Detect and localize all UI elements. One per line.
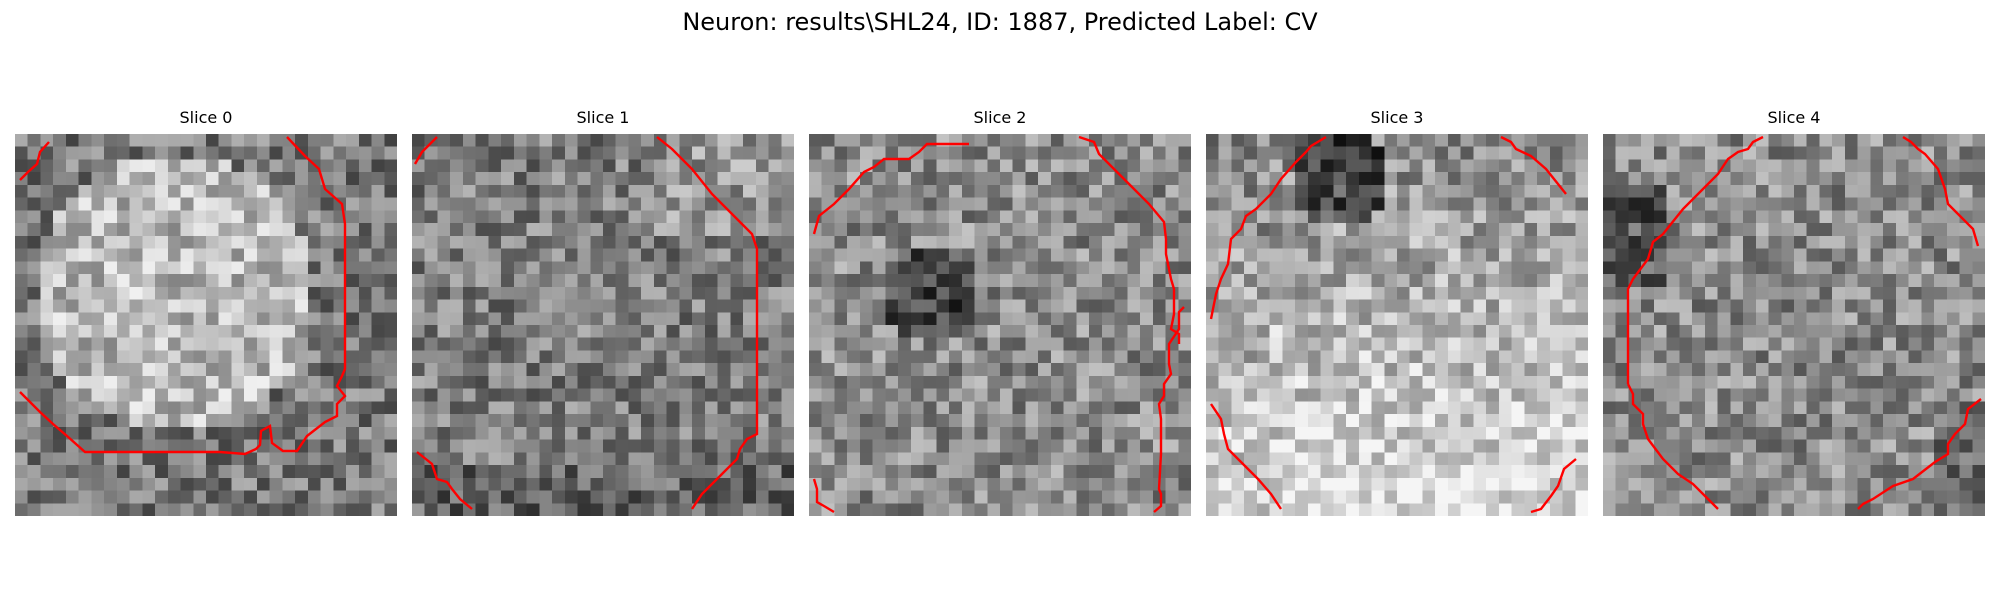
- contour-line: [1209, 135, 1327, 320]
- contour-line: [19, 141, 50, 181]
- contour-overlay: [1209, 135, 1577, 514]
- contour-overlay: [413, 136, 759, 510]
- slice-panel-3: Slice 3: [1206, 108, 1588, 516]
- slice-panel-1: Slice 1: [412, 108, 794, 516]
- contour-overlay: [1626, 135, 1982, 510]
- contour-line: [656, 136, 759, 510]
- contour-line: [812, 142, 969, 235]
- slice-title: Slice 2: [973, 108, 1027, 127]
- contour-line: [1857, 398, 1982, 510]
- contour-overlay: [812, 135, 1185, 514]
- contour-line: [1530, 458, 1577, 514]
- contour-line: [1500, 135, 1567, 195]
- slice-title: Slice 1: [576, 108, 630, 127]
- slice-title: Slice 0: [179, 108, 233, 127]
- slice-title: Slice 3: [1370, 108, 1424, 127]
- slice-image: [1603, 134, 1985, 516]
- contour-line: [812, 478, 835, 514]
- slice-image: [1206, 134, 1588, 516]
- contour-line: [1078, 135, 1181, 344]
- slice-image: [809, 134, 1191, 516]
- slice-title: Slice 4: [1767, 108, 1821, 127]
- contour-line: [19, 136, 347, 456]
- contour-line: [1153, 306, 1185, 513]
- contour-line: [1626, 383, 1719, 510]
- contour-line: [413, 136, 438, 165]
- contour-line: [1210, 403, 1282, 510]
- contour-line: [1902, 135, 1980, 247]
- slice-panel-4: Slice 4: [1603, 108, 1985, 516]
- contour-line: [416, 451, 473, 510]
- contour-line: [1626, 135, 1764, 384]
- slice-image: [412, 134, 794, 516]
- figure-title: Neuron: results\SHL24, ID: 1887, Predict…: [682, 8, 1318, 36]
- slice-panel-0: Slice 0: [15, 108, 397, 516]
- slice-panel-2: Slice 2: [809, 108, 1191, 516]
- contour-overlay: [19, 136, 347, 456]
